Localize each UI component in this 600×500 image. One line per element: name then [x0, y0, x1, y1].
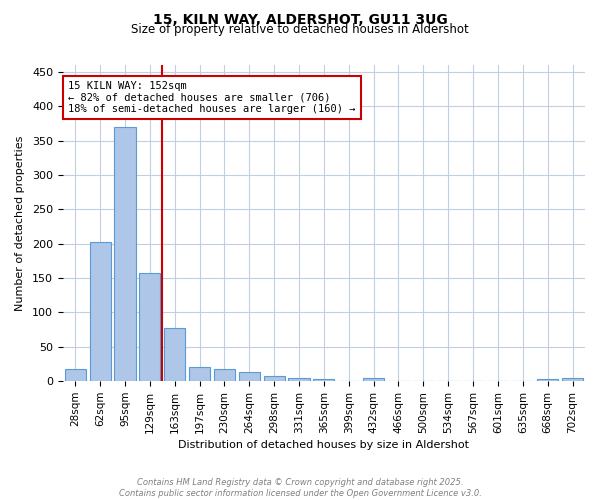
Bar	[537, 379, 558, 381]
Bar	[164, 328, 185, 381]
Bar	[313, 379, 334, 381]
Bar	[89, 242, 110, 381]
Bar	[239, 372, 260, 381]
Y-axis label: Number of detached properties: Number of detached properties	[15, 136, 25, 311]
Bar	[263, 376, 285, 381]
X-axis label: Distribution of detached houses by size in Aldershot: Distribution of detached houses by size …	[178, 440, 469, 450]
Bar	[139, 272, 160, 381]
Bar	[115, 127, 136, 381]
Text: Contains HM Land Registry data © Crown copyright and database right 2025.
Contai: Contains HM Land Registry data © Crown c…	[119, 478, 481, 498]
Text: 15 KILN WAY: 152sqm
← 82% of detached houses are smaller (706)
18% of semi-detac: 15 KILN WAY: 152sqm ← 82% of detached ho…	[68, 81, 356, 114]
Bar	[363, 378, 384, 381]
Bar	[65, 369, 86, 381]
Text: Size of property relative to detached houses in Aldershot: Size of property relative to detached ho…	[131, 22, 469, 36]
Text: 15, KILN WAY, ALDERSHOT, GU11 3UG: 15, KILN WAY, ALDERSHOT, GU11 3UG	[152, 12, 448, 26]
Bar	[189, 367, 210, 381]
Bar	[289, 378, 310, 381]
Bar	[214, 369, 235, 381]
Bar	[562, 378, 583, 381]
